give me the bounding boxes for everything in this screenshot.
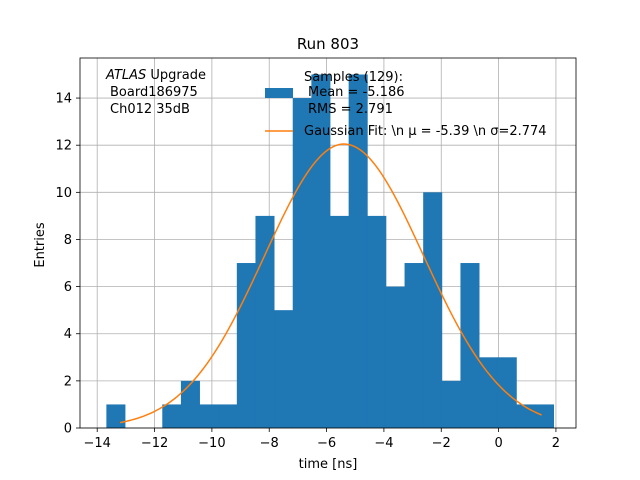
x-tick-label: −8	[260, 436, 279, 451]
y-tick-label: 0	[64, 422, 72, 437]
x-tick-label: 2	[552, 436, 560, 451]
histogram-bar	[348, 74, 368, 428]
legend-histogram-line-2: Mean = -5.186	[308, 85, 404, 100]
histogram-bar	[199, 404, 219, 428]
x-tick-label: −2	[432, 436, 451, 451]
x-tick-label: −6	[317, 436, 336, 451]
histogram-bar	[441, 380, 461, 428]
y-tick-label: 12	[55, 139, 72, 154]
histogram-bar	[292, 98, 312, 429]
histogram-bar	[330, 215, 350, 428]
channel-label: Ch012 35dB	[110, 102, 190, 117]
legend: Samples (129): Mean = -5.186 RMS = 2.791…	[265, 70, 547, 139]
histogram-bar	[106, 404, 126, 428]
legend-histogram-swatch	[265, 88, 293, 98]
x-tick-label: −14	[83, 436, 110, 451]
atlas-annotation: ATLAS Upgrade Board186975 Ch012 35dB	[105, 68, 206, 117]
histogram-bar	[385, 286, 405, 428]
histogram-bar	[255, 215, 275, 428]
histogram-bar	[218, 404, 238, 428]
histogram-bar	[535, 404, 555, 428]
histogram-bar	[162, 404, 182, 428]
histogram-bar	[236, 263, 256, 428]
histogram-bars	[106, 74, 555, 429]
legend-histogram-line-1: Samples (129):	[304, 70, 403, 85]
histogram-bar	[180, 380, 200, 428]
y-tick-label: 8	[64, 233, 72, 248]
y-tick-label: 14	[55, 92, 72, 107]
x-tick-label: 0	[494, 436, 502, 451]
atlas-label: ATLAS	[105, 68, 146, 83]
y-tick-label: 2	[64, 374, 72, 389]
x-tick-label: −4	[374, 436, 393, 451]
gaussian-fit-curve	[119, 143, 542, 424]
chart-title: Run 803	[297, 35, 359, 53]
legend-fit-label: Gaussian Fit: \n μ = -5.39 \n σ=2.774	[304, 124, 547, 139]
axes-frame	[79, 57, 577, 429]
histogram-bar	[311, 74, 331, 428]
histogram-bar	[479, 357, 499, 428]
board-label: Board186975	[110, 85, 198, 100]
histogram-bar	[423, 192, 443, 428]
histogram-bar	[367, 215, 387, 428]
y-axis-label: Entries	[33, 222, 48, 268]
x-tick-label: −10	[198, 436, 225, 451]
x-tick-label: −12	[141, 436, 168, 451]
histogram-bar	[274, 310, 294, 428]
histogram-bar	[404, 263, 424, 428]
svg-text:ATLAS Upgrade: ATLAS Upgrade	[105, 68, 206, 83]
y-tick-label: 6	[64, 280, 72, 295]
x-axis-label: time [ns]	[299, 457, 358, 472]
legend-histogram-line-3: RMS = 2.791	[308, 102, 393, 117]
upgrade-label: Upgrade	[146, 68, 206, 83]
y-tick-label: 10	[55, 186, 72, 201]
tick-marks: −14 −12 −10 −8 −6 −4 −2 0 2 0 2 4 6 8 10 12 14	[55, 92, 560, 451]
y-tick-label: 4	[64, 327, 72, 342]
